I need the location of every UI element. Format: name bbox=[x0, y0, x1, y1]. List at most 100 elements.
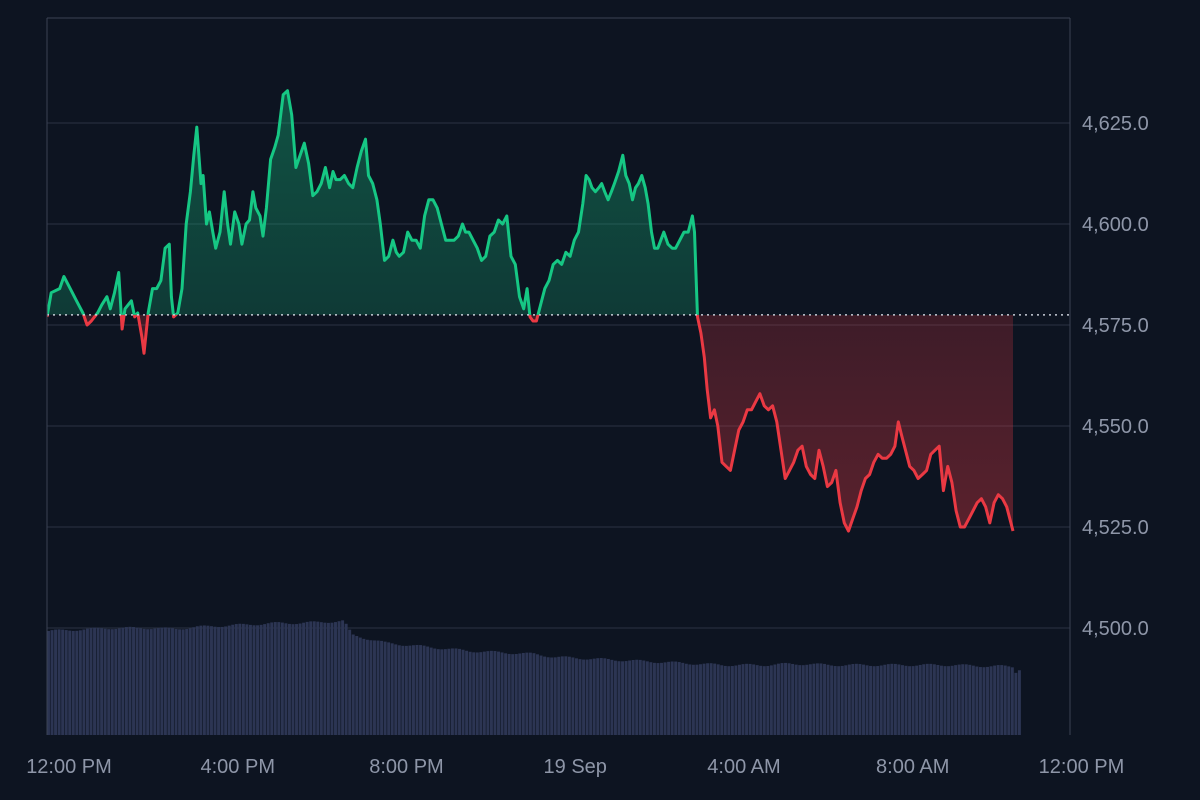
volume-bar bbox=[971, 665, 975, 735]
volume-bar bbox=[635, 659, 639, 735]
volume-bar bbox=[284, 623, 288, 735]
price-line-up bbox=[47, 89, 699, 315]
volume-bar bbox=[334, 622, 337, 735]
volume-bar bbox=[628, 660, 632, 735]
y-axis: 4,500.0 4,525.0 4,550.0 4,575.0 4,600.0 4,625… bbox=[1082, 113, 1149, 640]
volume-bar bbox=[624, 661, 628, 735]
volume-bar bbox=[121, 627, 125, 735]
volume-bar bbox=[256, 625, 260, 735]
volume-bar bbox=[497, 651, 500, 735]
volume-bar bbox=[387, 642, 391, 735]
volume-bar bbox=[649, 662, 653, 735]
volume-bar bbox=[674, 661, 678, 735]
y-tick-label: 4,525.0 bbox=[1082, 517, 1149, 539]
volume-bar bbox=[210, 626, 213, 735]
volume-bar bbox=[511, 654, 515, 735]
volume-bar bbox=[525, 652, 529, 735]
volume-bar bbox=[645, 661, 649, 735]
volume-bar bbox=[911, 666, 915, 735]
volume-bar bbox=[514, 653, 518, 735]
volume-bar bbox=[316, 621, 320, 735]
volume-bar bbox=[220, 626, 224, 735]
volume-bar bbox=[454, 648, 458, 735]
volume-bar bbox=[862, 664, 865, 735]
volume-bar bbox=[695, 664, 699, 735]
volume-bar bbox=[185, 629, 189, 735]
volume-bar bbox=[376, 640, 380, 735]
volume-bar bbox=[68, 630, 72, 735]
volume-bar bbox=[174, 629, 178, 735]
price-line-down bbox=[47, 314, 1015, 533]
volume-bar bbox=[578, 659, 582, 735]
x-axis: 12:00 PM 4:00 PM 8:00 PM 19 Sep 4:00 AM 8:00 … bbox=[26, 756, 1124, 778]
volume-bar bbox=[142, 628, 146, 735]
volume-bar bbox=[652, 662, 656, 735]
volume-bar bbox=[847, 664, 851, 735]
volume-bar bbox=[709, 663, 713, 735]
volume-bar bbox=[252, 625, 256, 735]
volume-bar bbox=[390, 643, 394, 735]
volume-bar bbox=[681, 662, 685, 735]
volume-bar bbox=[582, 659, 586, 735]
volume-bar bbox=[295, 624, 298, 735]
volume-bar bbox=[699, 664, 702, 735]
volume-bar bbox=[801, 665, 805, 735]
volume-bar bbox=[206, 625, 210, 735]
volume-bar bbox=[401, 645, 405, 735]
volume-bars bbox=[47, 620, 1021, 735]
volume-bar bbox=[341, 620, 345, 735]
y-tick-label: 4,625.0 bbox=[1082, 113, 1149, 135]
volume-bar bbox=[78, 630, 82, 735]
volume-bar bbox=[482, 651, 486, 735]
volume-bar bbox=[404, 645, 408, 735]
y-tick-label: 4,575.0 bbox=[1082, 315, 1149, 337]
volume-bar bbox=[280, 622, 284, 735]
volume-bar bbox=[319, 622, 323, 735]
volume-bar bbox=[631, 659, 635, 735]
volume-bar bbox=[114, 628, 118, 735]
volume-bar bbox=[954, 665, 958, 735]
volume-bar bbox=[71, 630, 75, 735]
volume-bar bbox=[621, 661, 625, 735]
volume-bar bbox=[426, 646, 430, 735]
volume-bar bbox=[241, 623, 245, 735]
volume-bar bbox=[691, 664, 695, 735]
volume-bar bbox=[773, 664, 777, 735]
volume-bar bbox=[227, 625, 231, 735]
volume-bar bbox=[730, 666, 734, 735]
volume-bar bbox=[493, 651, 497, 735]
volume-bar bbox=[532, 653, 536, 735]
volume-bar bbox=[348, 629, 352, 735]
volume-bar bbox=[1003, 665, 1007, 735]
volume-bar bbox=[160, 627, 164, 735]
volume-bar bbox=[263, 624, 267, 735]
volume-bar bbox=[922, 664, 926, 735]
y-tick-label: 4,500.0 bbox=[1082, 618, 1149, 640]
volume-bar bbox=[961, 664, 965, 735]
volume-bar bbox=[904, 665, 908, 735]
volume-bar bbox=[110, 629, 114, 735]
volume-bar bbox=[1014, 672, 1018, 735]
volume-bar bbox=[465, 650, 469, 735]
volume-bar bbox=[745, 663, 749, 735]
volume-bar bbox=[840, 665, 844, 735]
volume-bar bbox=[759, 665, 763, 735]
volume-bar bbox=[238, 623, 242, 735]
volume-bar bbox=[330, 622, 334, 735]
volume-bar bbox=[787, 663, 791, 735]
volume-bar bbox=[82, 629, 86, 735]
volume-bar bbox=[248, 624, 252, 735]
volume-bar bbox=[1017, 670, 1021, 735]
volume-bar bbox=[489, 650, 493, 735]
volume-bar bbox=[823, 663, 826, 735]
volume-bar bbox=[75, 630, 79, 735]
volume-bar bbox=[419, 645, 423, 735]
volume-bar bbox=[521, 652, 525, 735]
volume-bar bbox=[479, 652, 483, 735]
volume-bar bbox=[993, 665, 997, 735]
volume-bar bbox=[422, 645, 426, 735]
volume-bar bbox=[146, 629, 150, 735]
volume-bar bbox=[450, 648, 454, 735]
volume-bar bbox=[677, 662, 681, 735]
volume-bar bbox=[181, 629, 185, 735]
